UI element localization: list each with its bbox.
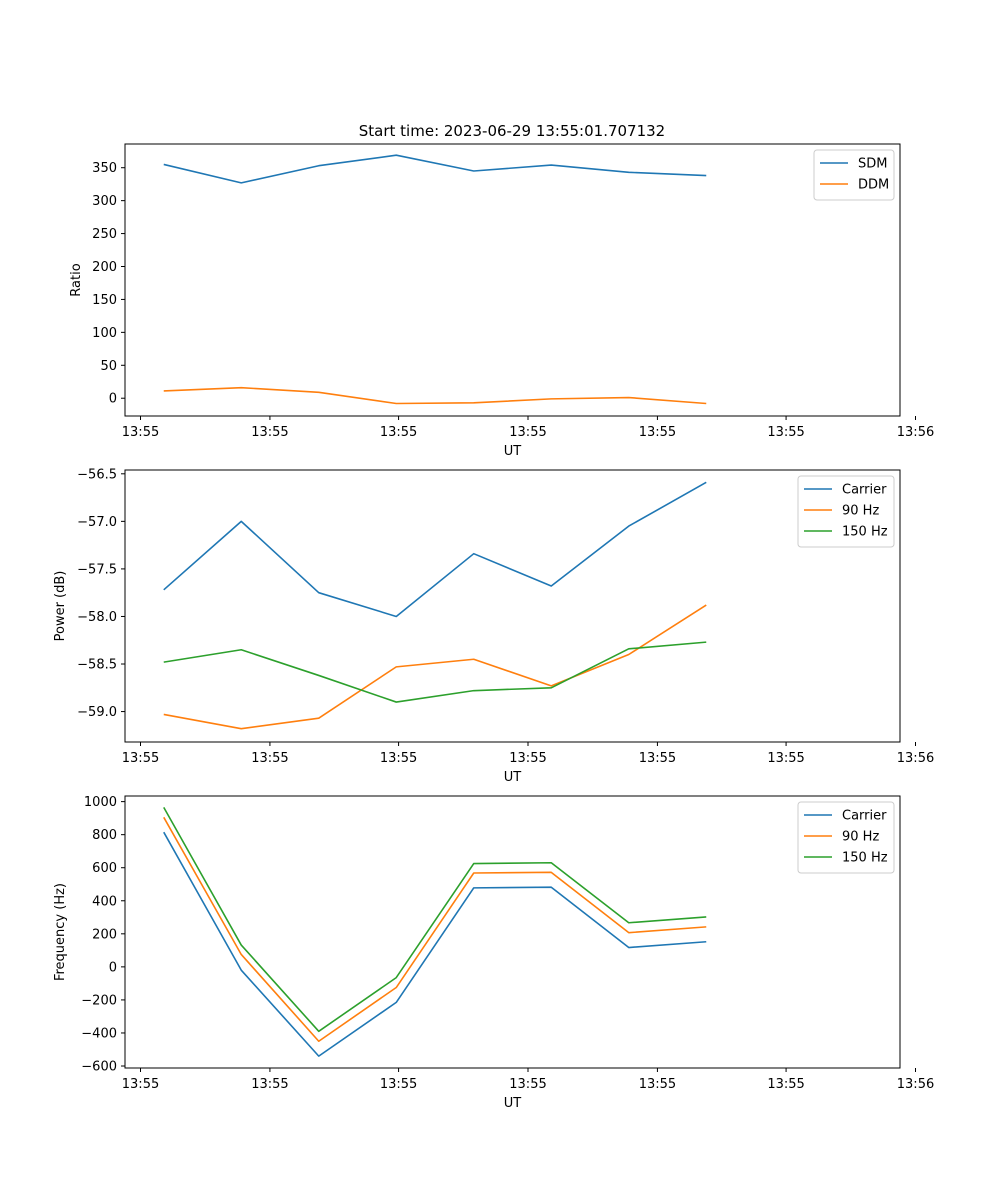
y-tick-label: 400 [92,894,117,909]
y-tick-label: 100 [92,326,117,341]
series-line-90-hz [163,816,707,1043]
legend-entry: SDM [858,157,887,172]
axes-frame [124,469,901,743]
legend-entry: 90 Hz [842,830,879,845]
y-tick-label: −57.5 [77,562,117,577]
y-tick-label: −58.0 [77,610,117,625]
legend: Carrier 90 Hz 150 Hz [797,475,895,548]
panels: 13:55 13:55 13:55 13:55 13:55 13:55 13:56 0 50 10… [53,143,934,1111]
y-tick-label: 350 [92,161,117,176]
x-tick-label: 13:55 [639,1077,676,1092]
panel-3: 13:55 13:55 13:55 13:55 13:55 13:55 13:56 −600 −… [53,795,934,1111]
x-tick-label: 13:55 [122,751,159,766]
y-tick-label: −600 [81,1060,117,1075]
chart-title: Start time: 2023-06-29 13:55:01.707132 [359,122,665,140]
legend-entry: 150 Hz [842,851,888,866]
series-line-carrier [163,481,707,618]
x-tick-label: 13:55 [767,425,804,440]
series-line-carrier [163,831,707,1057]
y-axis-label: Power (dB) [53,571,68,642]
y-tick-label: 600 [92,861,117,876]
y-tick-label: −400 [81,1026,117,1041]
legend-entry: Carrier [842,809,887,824]
y-tick-label: 300 [92,194,117,209]
x-tick-label: 13:55 [639,425,676,440]
y-tick-label: −59.0 [77,705,117,720]
x-tick-label: 13:55 [251,751,288,766]
axes-frame [124,143,901,417]
x-tick-label: 13:56 [897,751,934,766]
x-tick-label: 13:55 [380,425,417,440]
x-tick-label: 13:55 [122,425,159,440]
x-tick-label: 13:55 [639,751,676,766]
legend-entry: DDM [858,178,889,193]
y-tick-label: 0 [109,960,117,975]
y-tick-label: −57.0 [77,515,117,530]
x-tick-label: 13:55 [380,1077,417,1092]
legend-entry: Carrier [842,483,887,498]
y-tick-label: −56.5 [77,467,117,482]
axes-frame [124,795,901,1069]
series-line-90-hz [163,604,707,730]
legend-box [797,801,895,874]
series-line-150-hz [163,807,707,1033]
y-tick-label: −200 [81,993,117,1008]
series-line-ddm [163,386,707,405]
x-axis-label: UT [504,1096,522,1111]
y-tick-label: 150 [92,293,117,308]
y-tick-label: 200 [92,260,117,275]
y-tick-label: 800 [92,828,117,843]
panel-1: 13:55 13:55 13:55 13:55 13:55 13:55 13:56 0 50 10… [69,143,934,459]
y-tick-label: −58.5 [77,658,117,673]
x-tick-label: 13:55 [251,425,288,440]
y-tick-label: 50 [100,359,117,374]
y-tick-label: 1000 [84,795,117,810]
series-line-sdm [163,154,707,184]
y-tick-label: 250 [92,227,117,242]
legend: SDM DDM [813,149,895,201]
legend-entry: 90 Hz [842,504,879,519]
x-tick-label: 13:55 [509,751,546,766]
x-tick-label: 13:55 [251,1077,288,1092]
legend-box [797,475,895,548]
y-tick-label: 0 [109,392,117,407]
x-axis-label: UT [504,444,522,459]
x-tick-label: 13:55 [380,751,417,766]
x-tick-label: 13:55 [122,1077,159,1092]
legend: Carrier 90 Hz 150 Hz [797,801,895,874]
panel-2: 13:55 13:55 13:55 13:55 13:55 13:55 13:56 −59.0… [53,467,934,785]
y-axis-label: Frequency (Hz) [53,883,68,981]
x-tick-label: 13:55 [509,425,546,440]
series-line-150-hz [163,641,707,703]
x-tick-label: 13:55 [509,1077,546,1092]
x-tick-label: 13:56 [897,425,934,440]
legend-entry: 150 Hz [842,525,888,540]
x-tick-label: 13:55 [767,1077,804,1092]
y-axis-label: Ratio [69,263,84,296]
y-tick-label: 200 [92,927,117,942]
x-axis-label: UT [504,770,522,785]
x-tick-label: 13:56 [897,1077,934,1092]
x-tick-label: 13:55 [767,751,804,766]
